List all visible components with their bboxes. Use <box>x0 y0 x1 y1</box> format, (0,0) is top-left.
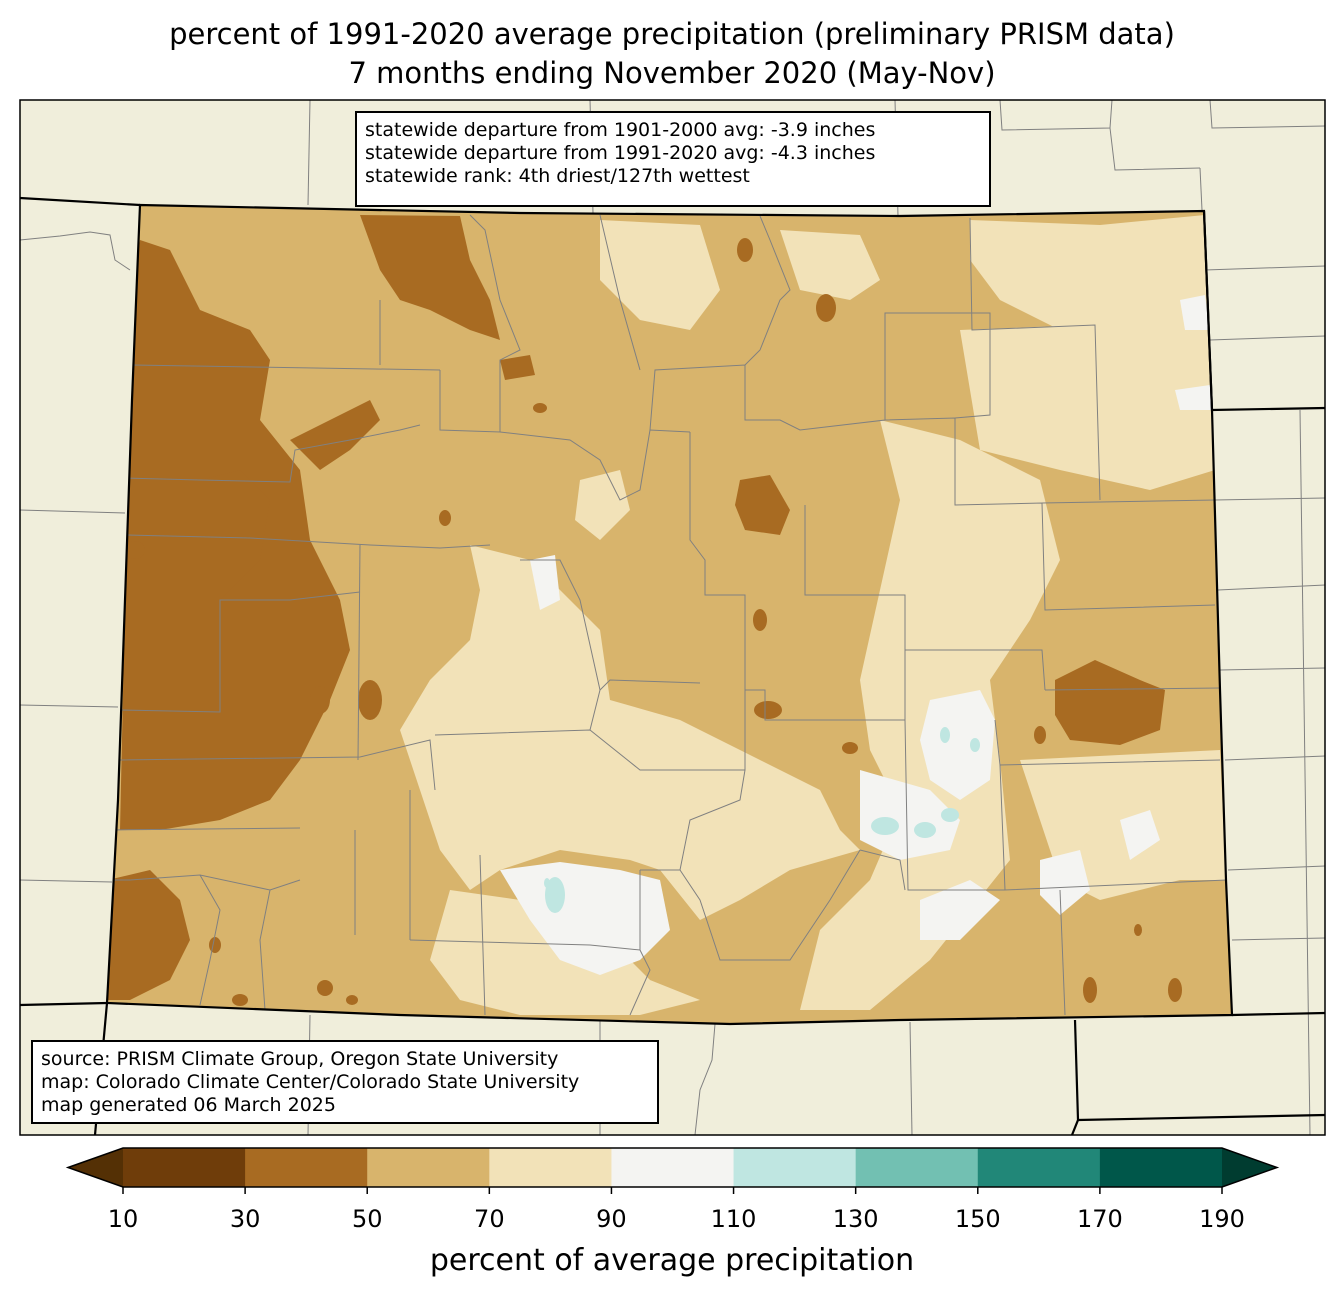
colorbar-extend-high <box>1222 1148 1277 1187</box>
colorbar-tick-label: 90 <box>596 1205 627 1233</box>
colorbar-bin <box>855 1148 979 1187</box>
precip-90-110-areas <box>500 295 1212 975</box>
map-frame-border <box>19 99 1326 1136</box>
colorbar-bin <box>367 1148 490 1187</box>
colorbar-tick-label: 50 <box>351 1205 383 1233</box>
precip-30-50-areas <box>108 215 1182 1006</box>
state-boundaries <box>20 196 1325 1135</box>
colorbar-tick-label: 130 <box>832 1205 879 1233</box>
colorbar-bin <box>123 1148 246 1187</box>
colorbar-bin <box>245 1148 368 1187</box>
map-frame <box>20 100 1325 1135</box>
colorbar-tick-label: 110 <box>710 1205 757 1233</box>
colorbar-tick-label: 170 <box>1076 1205 1123 1233</box>
colorbar-label: percent of average precipitation <box>429 1243 915 1278</box>
statewide-stats-box: statewide departure from 1901-2000 avg: … <box>355 111 991 207</box>
colorbar-tick-label: 70 <box>474 1205 505 1233</box>
map-credit-line: map: Colorado Climate Center/Colorado St… <box>41 1071 580 1093</box>
source-box: source: PRISM Climate Group, Oregon Stat… <box>31 1040 659 1124</box>
colorbar-tick-label: 10 <box>107 1205 139 1233</box>
colorbar-tick-label: 30 <box>229 1205 261 1233</box>
colorbar-bin <box>1099 1148 1223 1187</box>
colorado-precip-field <box>107 205 1232 1024</box>
colorbar-tick-label: 150 <box>954 1205 1001 1233</box>
colorbar-bin <box>977 1148 1101 1187</box>
map-title-line-1: percent of 1991-2020 average precipitati… <box>169 17 1175 51</box>
colorbar-extend-low <box>68 1148 123 1187</box>
colorado-county-lines <box>107 214 1227 1016</box>
stats-departure-1991-2020: statewide departure from 1991-2020 avg: … <box>365 142 876 164</box>
stats-departure-1901-2000: statewide departure from 1901-2000 avg: … <box>365 119 876 141</box>
generated-date-line: map generated 06 March 2025 <box>41 1094 336 1116</box>
source-line: source: PRISM Climate Group, Oregon Stat… <box>41 1048 559 1070</box>
colorbar <box>65 1147 1280 1194</box>
colorbar-bin <box>611 1148 735 1187</box>
map-title-line-2: 7 months ending November 2020 (May-Nov) <box>348 56 996 90</box>
colorbar-bin <box>733 1148 857 1187</box>
precip-110-130-spots <box>544 727 980 913</box>
colorado-boundary <box>105 203 1234 1026</box>
stats-rank: statewide rank: 4th driest/127th wettest <box>365 165 750 187</box>
colorbar-bin <box>489 1148 612 1187</box>
colorbar-tick-label: 190 <box>1199 1205 1245 1233</box>
